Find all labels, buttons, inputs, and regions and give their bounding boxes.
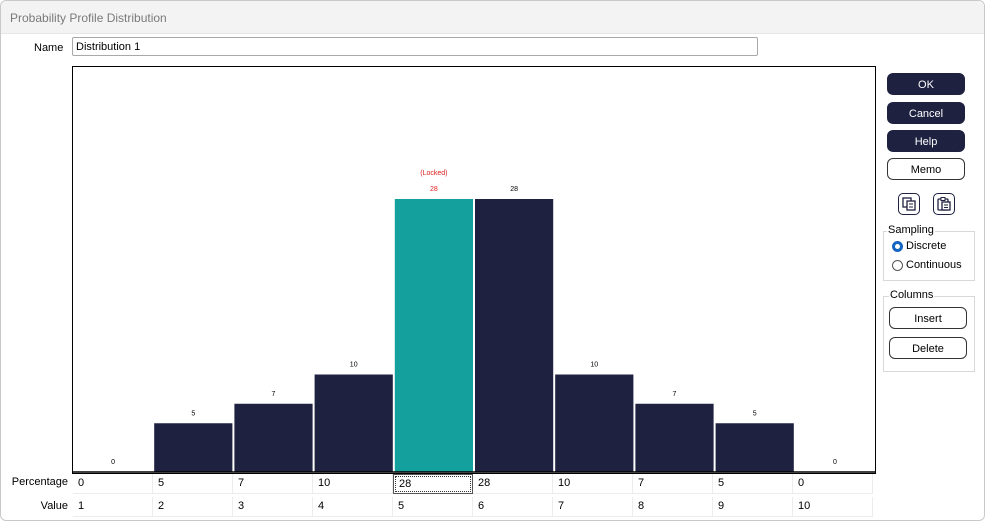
bar-value-label: 7 (272, 391, 276, 398)
percentage-cell[interactable]: 5 (713, 474, 793, 494)
insert-column-button[interactable]: Insert (889, 307, 967, 329)
copy-button[interactable] (898, 193, 920, 215)
bar[interactable] (154, 423, 233, 472)
value-cell[interactable]: 10 (793, 497, 873, 517)
value-cell[interactable]: 4 (313, 497, 393, 517)
locked-annotation: (Locked) (420, 170, 447, 177)
paste-icon (937, 197, 951, 211)
distribution-chart[interactable]: 0 5 7 10 28 (Locked) 28 10 7 5 0 (73, 67, 875, 473)
bar-value-label: 28 (430, 186, 438, 193)
sampling-discrete-option[interactable]: Discrete (892, 240, 946, 252)
value-row: 1 2 3 4 5 6 7 8 9 10 (73, 497, 873, 517)
title-bar: Probability Profile Distribution (1, 1, 984, 34)
bar[interactable] (314, 374, 393, 473)
value-cell[interactable]: 1 (73, 497, 153, 517)
percentage-cell[interactable]: 7 (233, 474, 313, 494)
bar[interactable] (234, 403, 313, 472)
continuous-label: Continuous (906, 259, 962, 271)
value-row-label: Value (40, 500, 68, 512)
percentage-row-label: Percentage (11, 476, 68, 488)
bar[interactable] (715, 423, 794, 472)
bar[interactable] (635, 403, 714, 472)
sampling-group (883, 231, 975, 281)
help-button[interactable]: Help (887, 130, 965, 152)
bar-value-label: 10 (590, 362, 598, 369)
value-cell[interactable]: 2 (153, 497, 233, 517)
percentage-row: 0 5 7 10 28 28 10 7 5 0 (73, 474, 873, 494)
percentage-cell[interactable]: 10 (553, 474, 633, 494)
value-cell[interactable]: 5 (393, 497, 473, 517)
delete-column-button[interactable]: Delete (889, 337, 967, 359)
columns-group-title: Columns (889, 289, 935, 301)
percentage-cell[interactable]: 28 (393, 474, 473, 494)
bar-value-label: 28 (510, 186, 518, 193)
bar-locked[interactable] (394, 199, 473, 472)
bar-value-label: 0 (111, 459, 115, 466)
bar-value-label: 5 (753, 410, 757, 417)
paste-button[interactable] (933, 193, 955, 215)
chart-frame (72, 66, 876, 474)
window-title: Probability Profile Distribution (10, 11, 167, 25)
discrete-label: Discrete (906, 240, 947, 252)
ok-button[interactable]: OK (887, 73, 965, 95)
cancel-button[interactable]: Cancel (887, 102, 965, 124)
bar-value-label: 0 (833, 459, 837, 466)
copy-icon (902, 197, 916, 211)
bar-value-label: 10 (350, 362, 358, 369)
name-input[interactable] (72, 37, 758, 56)
value-cell[interactable]: 8 (633, 497, 713, 517)
bar-value-label: 7 (673, 391, 677, 398)
name-label: Name (34, 42, 64, 54)
percentage-cell[interactable]: 7 (633, 474, 713, 494)
percentage-cell[interactable]: 28 (473, 474, 553, 494)
percentage-cell[interactable]: 5 (153, 474, 233, 494)
bar-value-label: 5 (191, 410, 195, 417)
radio-discrete[interactable] (892, 240, 903, 252)
percentage-cell[interactable]: 0 (793, 474, 873, 494)
value-cell[interactable]: 7 (553, 497, 633, 517)
bar[interactable] (555, 374, 634, 473)
bar[interactable] (475, 199, 554, 472)
percentage-cell[interactable]: 0 (73, 474, 153, 494)
percentage-cell[interactable]: 10 (313, 474, 393, 494)
value-cell[interactable]: 6 (473, 497, 553, 517)
sampling-continuous-option[interactable]: Continuous (892, 259, 962, 271)
memo-button[interactable]: Memo (887, 158, 965, 180)
value-cell[interactable]: 3 (233, 497, 313, 517)
value-cell[interactable]: 9 (713, 497, 793, 517)
radio-continuous[interactable] (892, 259, 903, 271)
sampling-group-title: Sampling (887, 224, 935, 236)
